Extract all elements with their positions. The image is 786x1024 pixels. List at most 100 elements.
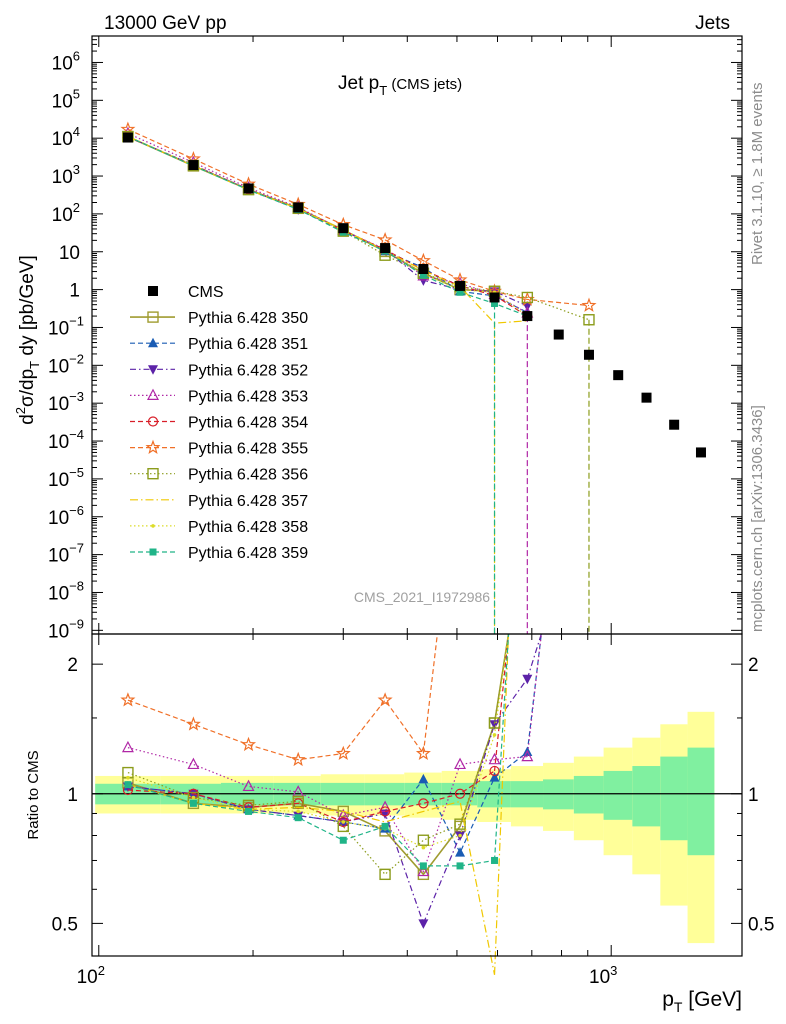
series-marker (419, 271, 427, 279)
cms-data-point (380, 243, 391, 254)
ratio-series-marker (381, 822, 389, 830)
y-tick-label: 10−9 (48, 616, 84, 642)
series-line (127, 136, 528, 317)
ratio-series-marker (191, 795, 196, 800)
ratio-y-tick-label-right: 1 (748, 785, 759, 806)
y-tick-label: 105 (52, 86, 80, 112)
ratio-series-line (127, 784, 496, 975)
ratio-y-tick-label-right: 2 (748, 655, 759, 676)
analysis-label: CMS_2021_I1972986 (354, 589, 490, 605)
ratio-series-marker (120, 692, 136, 707)
ratio-series-exit (526, 633, 542, 679)
ratio-series-marker (292, 795, 304, 808)
legend-label: Pythia 6.428 357 (188, 493, 308, 510)
ratio-series-line (127, 699, 424, 761)
ratio-series-line (127, 678, 528, 926)
cms-data-point (669, 419, 680, 430)
y-tick-label: 10 (59, 243, 80, 264)
y-tick-label: 1 (69, 281, 80, 302)
ratio-series-marker (417, 834, 430, 846)
ratio-series-marker (521, 749, 534, 762)
x-tick-label: 102 (77, 963, 105, 988)
ratio-series-marker (189, 799, 197, 807)
ratio-series-marker (419, 862, 427, 870)
series-359 (124, 133, 531, 320)
ratio-series-marker (341, 820, 346, 824)
ratio-series-marker (240, 736, 257, 752)
cms-data-point (293, 202, 304, 213)
legend-item: Pythia 6.428 356 (130, 467, 308, 484)
side-label-top: Rivet 3.1.10, ≥ 1.8M events (749, 83, 766, 266)
cms-data-point (583, 349, 594, 360)
series-cms (122, 132, 706, 458)
legend-label: Pythia 6.428 356 (188, 467, 308, 484)
cms-data-point (455, 280, 466, 291)
legend-label: Pythia 6.428 358 (188, 519, 308, 536)
legend-marker (145, 439, 161, 454)
ratio-y-tick-label-right: 0.5 (748, 914, 774, 935)
legend-label: Pythia 6.428 353 (188, 388, 308, 405)
series-line (127, 136, 528, 317)
cms-data-point (695, 447, 706, 458)
cms-data-point (613, 370, 624, 381)
ratio-series-marker (488, 752, 501, 765)
ratio-series-marker (124, 781, 132, 789)
ratio-series-359 (124, 633, 510, 870)
svg-text:pT [GeV]: pT [GeV] (662, 988, 742, 1015)
ratio-series-marker (185, 716, 201, 731)
y-tick-label: 10−3 (48, 389, 84, 415)
cms-data-point (338, 223, 349, 234)
ratio-frame (91, 633, 743, 957)
legend-item: Pythia 6.428 351 (130, 336, 308, 353)
header-left: 13000 GeV pp (104, 13, 227, 34)
band-inner-bin (660, 756, 688, 841)
ratio-series-marker (296, 809, 300, 814)
ratio-series-351 (122, 633, 542, 857)
legend-marker (151, 524, 155, 528)
legend-label: Pythia 6.428 359 (188, 545, 308, 562)
y-axis-title: d2σ/dpT dy [pb/GeV] (13, 255, 42, 425)
ratio-series-marker (245, 807, 253, 815)
series-marker (415, 252, 431, 268)
band-inner-bin (632, 766, 661, 827)
ratio-series-exit (493, 633, 510, 735)
ratio-series-357 (127, 633, 510, 975)
series-marker (377, 232, 393, 247)
ratio-series-marker (415, 745, 431, 760)
ratio-series-marker (458, 833, 462, 838)
ratio-series-marker (456, 862, 464, 870)
legend-marker (147, 311, 159, 323)
legend-item: Pythia 6.428 357 (130, 493, 308, 510)
y-tick-label: 10−7 (48, 541, 84, 567)
ratio-series-marker (339, 836, 347, 844)
ratio-series-line (127, 747, 528, 873)
ratio-series-marker (187, 757, 200, 770)
ratio-y-axis-title: Ratio to CMS (25, 750, 42, 839)
legend-marker (147, 388, 159, 400)
ratio-series-marker (489, 772, 500, 782)
legend-item: CMS (148, 284, 224, 301)
cms-data-point (489, 292, 500, 303)
x-axis-title: pT [GeV] (662, 988, 742, 1015)
cms-data-point (122, 132, 133, 143)
legend-item: Pythia 6.428 359 (130, 545, 308, 562)
series-line (127, 136, 528, 324)
ratio-y-tick-label: 0.5 (52, 914, 78, 935)
band-inner-bin (543, 779, 574, 810)
legend-label: Pythia 6.428 354 (188, 415, 308, 432)
ratio-series-exit (493, 633, 510, 724)
series-357 (127, 136, 528, 324)
ratio-series-marker (455, 847, 466, 857)
series-marker (456, 288, 464, 296)
legend-marker (147, 468, 159, 480)
legend-item: Pythia 6.428 350 (130, 310, 308, 327)
y-tick-label: 10−8 (48, 578, 84, 604)
cms-data-point (553, 329, 564, 340)
ratio-series-marker (379, 806, 391, 817)
cms-data-point (243, 183, 254, 194)
ratio-series-350 (122, 633, 510, 881)
legend-label: Pythia 6.428 350 (188, 310, 308, 327)
ratio-series-356 (122, 633, 510, 881)
ratio-series-marker (126, 775, 130, 780)
